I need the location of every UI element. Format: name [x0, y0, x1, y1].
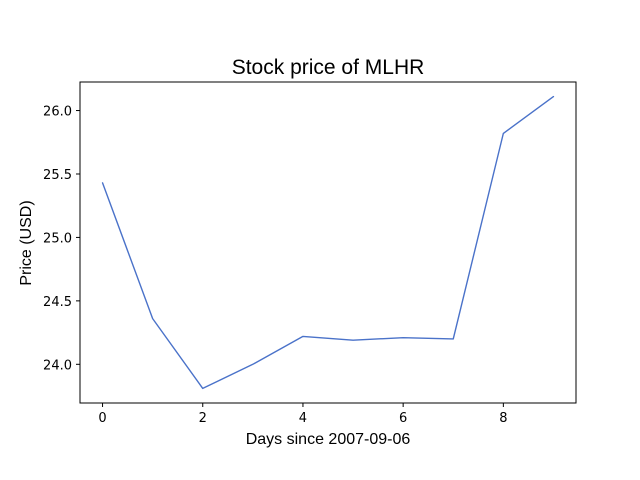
y-axis-label: Price (USD): [18, 200, 35, 285]
y-tick-label: 26.0: [43, 105, 72, 120]
y-tick-label: 24.5: [43, 295, 72, 310]
y-tick-label: 24.0: [43, 358, 72, 373]
x-tick-label: 4: [299, 411, 307, 426]
x-tick-label: 2: [199, 411, 207, 426]
x-tick-label: 8: [499, 411, 507, 426]
x-tick-label: 0: [98, 411, 106, 426]
chart-title: Stock price of MLHR: [232, 56, 425, 79]
price-line-series: [103, 97, 554, 389]
x-axis: 0 2 4 6 8: [98, 403, 507, 426]
series-group: [103, 97, 554, 389]
x-tick-label: 6: [399, 411, 407, 426]
plot-area: [80, 82, 576, 403]
y-tick-label: 25.5: [43, 168, 72, 183]
y-tick-label: 25.0: [43, 231, 72, 246]
y-axis: 24.0 24.5 25.0 25.5 26.0: [43, 105, 80, 374]
x-axis-label: Days since 2007-09-06: [246, 431, 411, 448]
